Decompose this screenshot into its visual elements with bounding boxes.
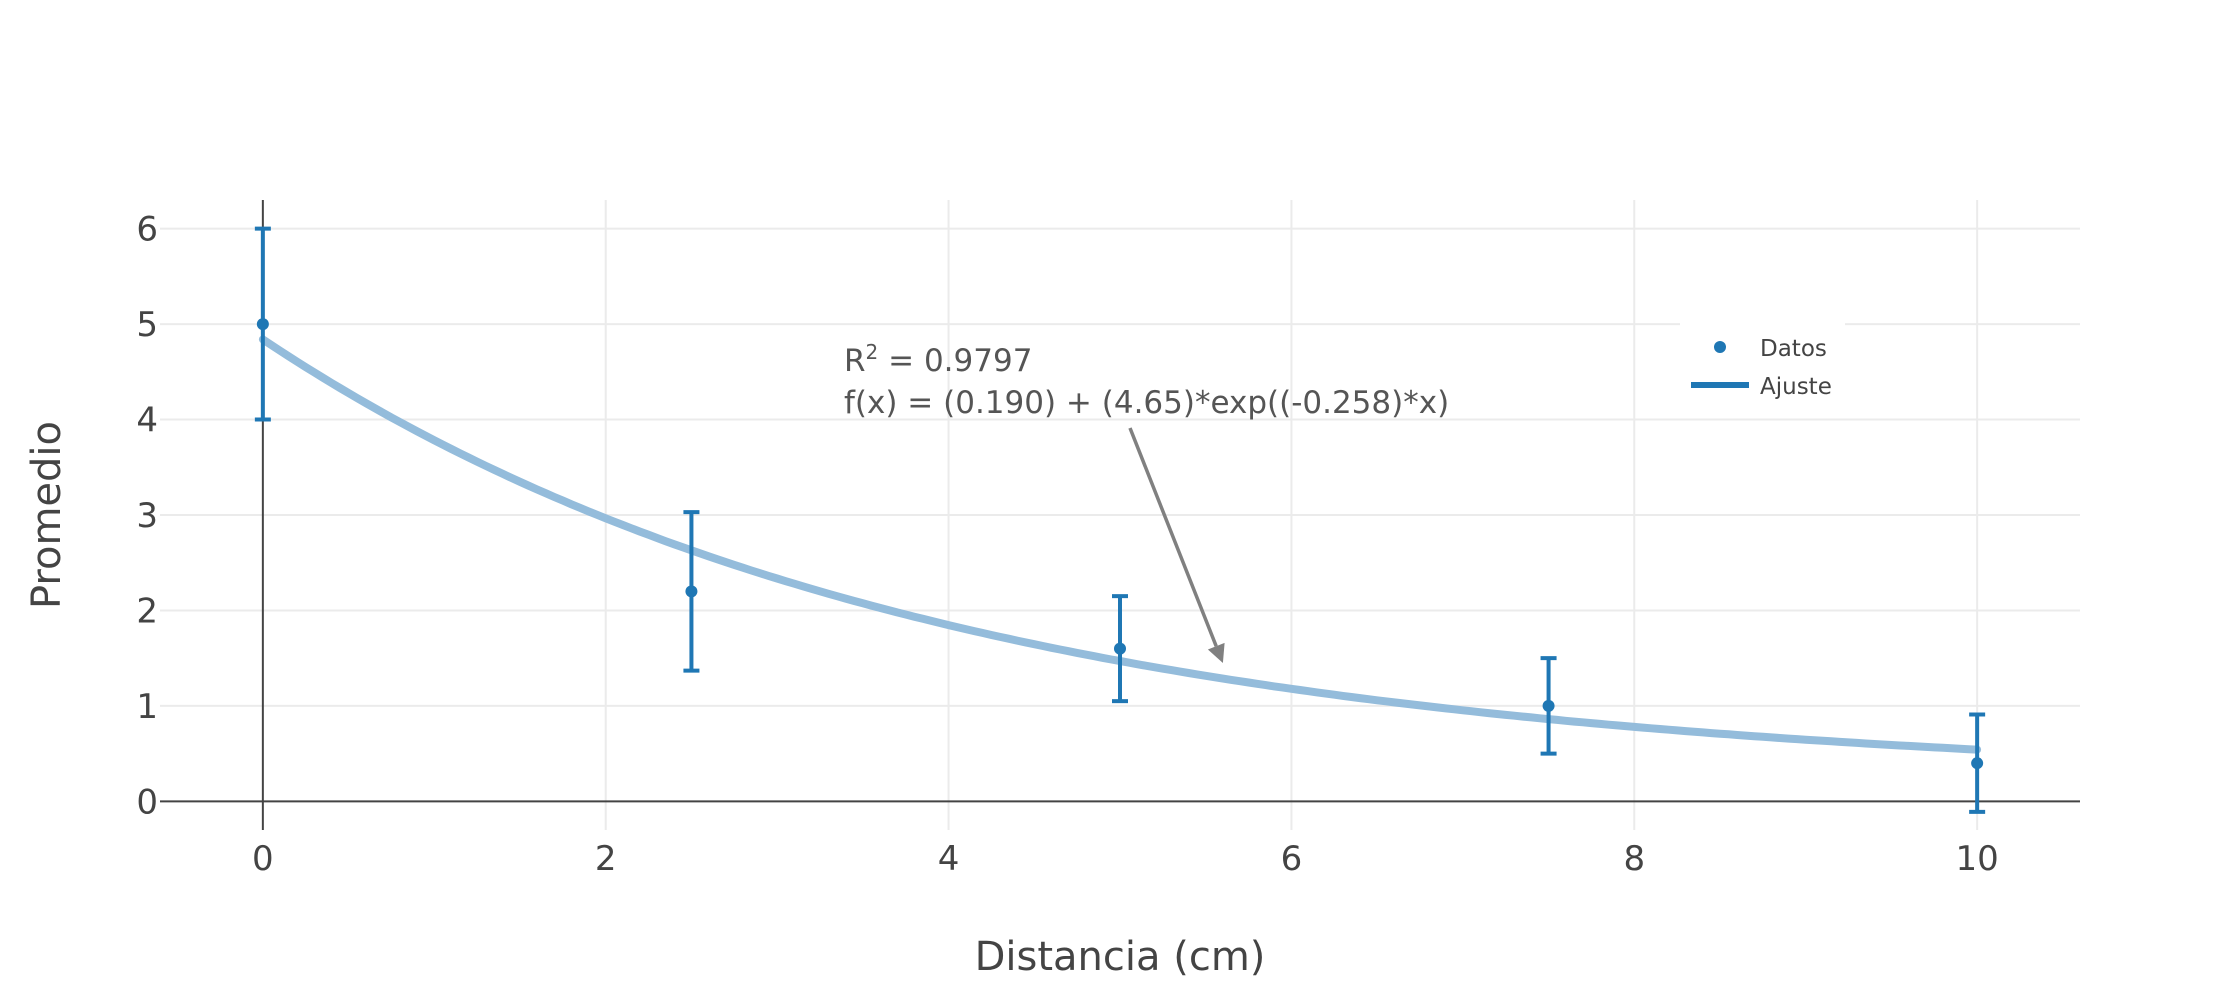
data-point	[1542, 699, 1555, 712]
data-point-group	[1969, 712, 1986, 814]
annotation-arrow-head	[1207, 642, 1225, 663]
r-squared-value: = 0.9797	[878, 343, 1032, 379]
annotation-arrow	[1128, 427, 1218, 647]
data-point-group	[1112, 594, 1128, 704]
legend-marker-datos	[1714, 341, 1726, 353]
legend: Datos Ajuste	[1680, 320, 1845, 412]
y-tick-label: 4	[136, 401, 158, 441]
y-tick-label: 0	[136, 782, 158, 822]
data-point	[256, 318, 269, 331]
data-point-group	[254, 226, 271, 422]
y-tick-label: 6	[136, 210, 158, 250]
x-tick-label: 8	[1623, 839, 1645, 879]
r-squared-prefix: R	[844, 343, 866, 379]
data-point-group	[1540, 656, 1557, 756]
y-tick-label: 5	[136, 305, 158, 345]
legend-label-ajuste: Ajuste	[1760, 374, 1832, 400]
x-tick-label: 4	[938, 839, 960, 879]
tick-labels: 0 2 4 6 8 10 0 1 2 3 4 5 6	[136, 210, 1998, 879]
r-squared-label: R2 = 0.9797	[844, 340, 1032, 379]
r-squared-superscript: 2	[866, 340, 879, 364]
data-points-layer	[254, 226, 1986, 814]
fit-equation-label: f(x) = (0.190) + (4.65)*exp((-0.258)*x)	[844, 385, 1449, 421]
x-tick-label: 0	[252, 839, 274, 879]
fit-annotation: R2 = 0.9797 f(x) = (0.190) + (4.65)*exp(…	[844, 340, 1449, 663]
y-tick-label: 2	[136, 591, 158, 631]
legend-background	[1680, 320, 1845, 412]
x-tick-label: 6	[1281, 839, 1303, 879]
data-point-group	[683, 510, 700, 673]
legend-label-datos: Datos	[1760, 336, 1827, 362]
data-point	[685, 585, 698, 598]
x-tick-label: 10	[1956, 839, 1999, 879]
y-tick-label: 1	[136, 687, 158, 727]
y-axis-title: Promedio	[24, 421, 70, 609]
data-point	[1971, 757, 1984, 770]
x-axis-title: Distancia (cm)	[975, 934, 1266, 980]
y-tick-label: 3	[136, 496, 158, 536]
x-tick-label: 2	[595, 839, 617, 879]
data-point	[1114, 642, 1126, 655]
